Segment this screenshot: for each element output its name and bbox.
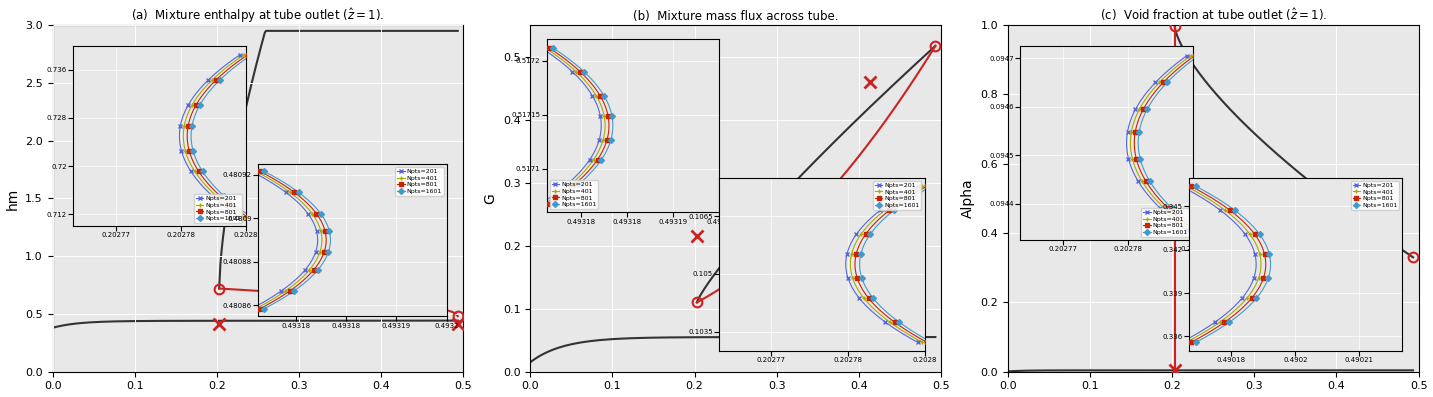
Y-axis label: Alpha: Alpha [962, 179, 974, 218]
Title: (c)  Void fraction at tube outlet ($\hat{z} = 1$).: (c) Void fraction at tube outlet ($\hat{… [1099, 6, 1327, 23]
Title: (b)  Mixture mass flux across tube.: (b) Mixture mass flux across tube. [633, 10, 838, 23]
Y-axis label: hm: hm [6, 187, 20, 210]
Title: (a)  Mixture enthalpy at tube outlet ($\hat{z} = 1$).: (a) Mixture enthalpy at tube outlet ($\h… [132, 6, 384, 25]
Y-axis label: G: G [483, 193, 497, 204]
